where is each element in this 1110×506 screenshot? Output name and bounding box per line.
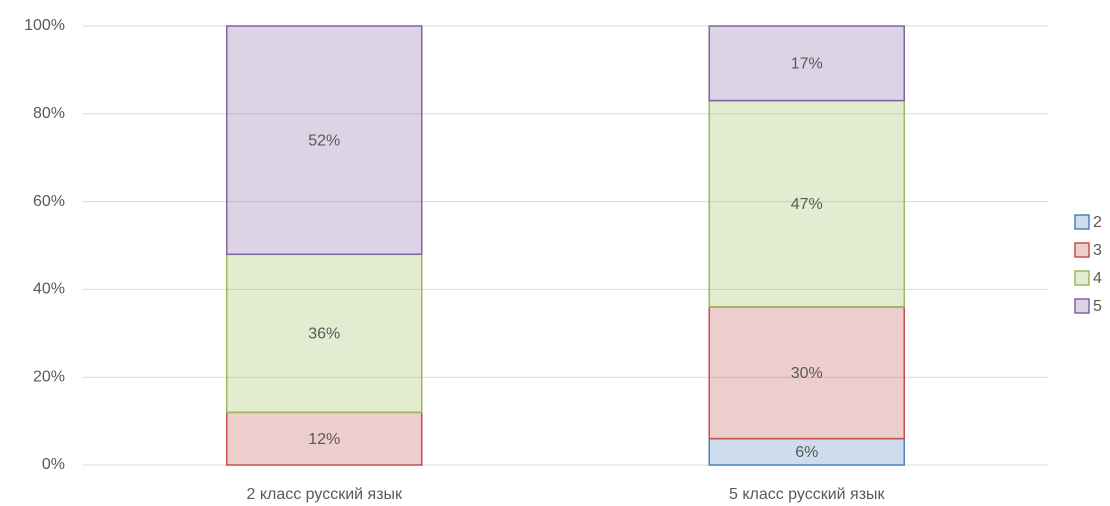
data-label: 17%	[791, 56, 823, 73]
y-tick-label: 0%	[42, 456, 65, 473]
data-label: 6%	[795, 444, 818, 461]
bar-segment	[708, 25, 905, 102]
y-tick-label: 100%	[24, 17, 65, 34]
y-tick-label: 60%	[33, 193, 65, 210]
legend-label: 5	[1093, 298, 1102, 315]
bar-segment	[226, 25, 423, 256]
legend-label: 4	[1093, 270, 1102, 287]
data-label: 36%	[308, 326, 340, 343]
bar-segment	[226, 253, 423, 414]
data-label: 30%	[791, 365, 823, 382]
legend-label: 2	[1093, 214, 1102, 231]
legend-swatch	[1074, 214, 1090, 230]
x-tick-label: 5 класс русский язык	[729, 486, 886, 503]
data-label: 47%	[791, 196, 823, 213]
bar-segment	[708, 306, 905, 440]
x-tick-label: 2 класс русский язык	[246, 486, 403, 503]
bar-segment	[226, 411, 423, 466]
y-tick-label: 20%	[33, 368, 65, 385]
legend-label: 3	[1093, 242, 1102, 259]
data-label: 52%	[308, 132, 340, 149]
legend-swatch	[1074, 298, 1090, 314]
bar-segment	[708, 99, 905, 308]
y-tick-label: 80%	[33, 105, 65, 122]
data-label: 12%	[308, 431, 340, 448]
legend-swatch	[1074, 242, 1090, 258]
legend-swatch	[1074, 270, 1090, 286]
y-tick-label: 40%	[33, 281, 65, 298]
